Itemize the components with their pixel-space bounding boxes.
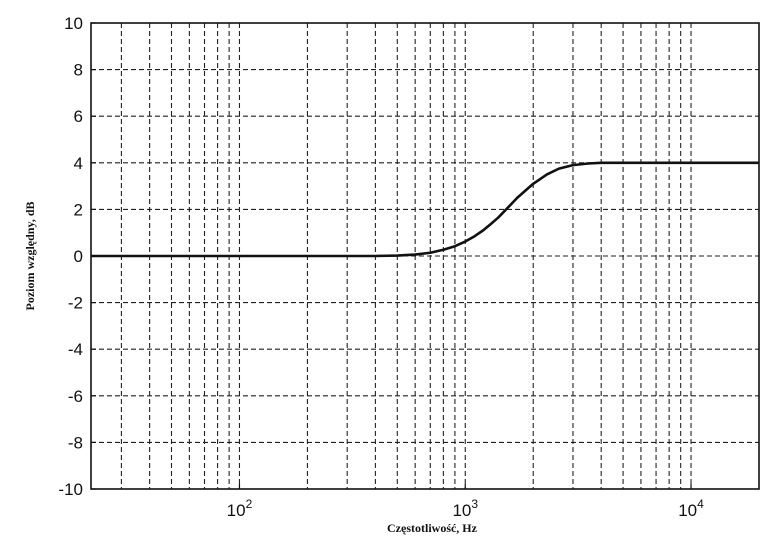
x-axis-label: Częstotliwość, Hz (387, 521, 478, 535)
y-tick-label: 10 (64, 14, 83, 33)
y-tick-label: 4 (74, 154, 83, 173)
y-tick-label: 0 (74, 247, 83, 266)
y-tick-label: -2 (68, 294, 83, 313)
x-tick-labels: 102 103 104 (227, 484, 704, 520)
series-layer (91, 161, 759, 258)
y-tick-label: 2 (74, 200, 83, 219)
y-axis-label: Poziom względny, dB (23, 201, 37, 310)
x-tick-label: 104 (678, 497, 704, 520)
y-tick-label: -10 (58, 480, 83, 499)
y-tick-label: 8 (74, 61, 83, 80)
grid-lines (91, 23, 759, 489)
series-line (91, 161, 759, 258)
y-tick-label: -4 (68, 340, 83, 359)
y-tick-labels: -10 -8 -6 -4 -2 0 2 4 6 8 10 (58, 14, 96, 499)
x-tick-label: 102 (227, 497, 253, 520)
y-tick-label: 6 (74, 107, 83, 126)
y-tick-label: -8 (68, 433, 83, 452)
x-tick-label: 103 (452, 497, 478, 520)
y-tick-label: -6 (68, 387, 83, 406)
